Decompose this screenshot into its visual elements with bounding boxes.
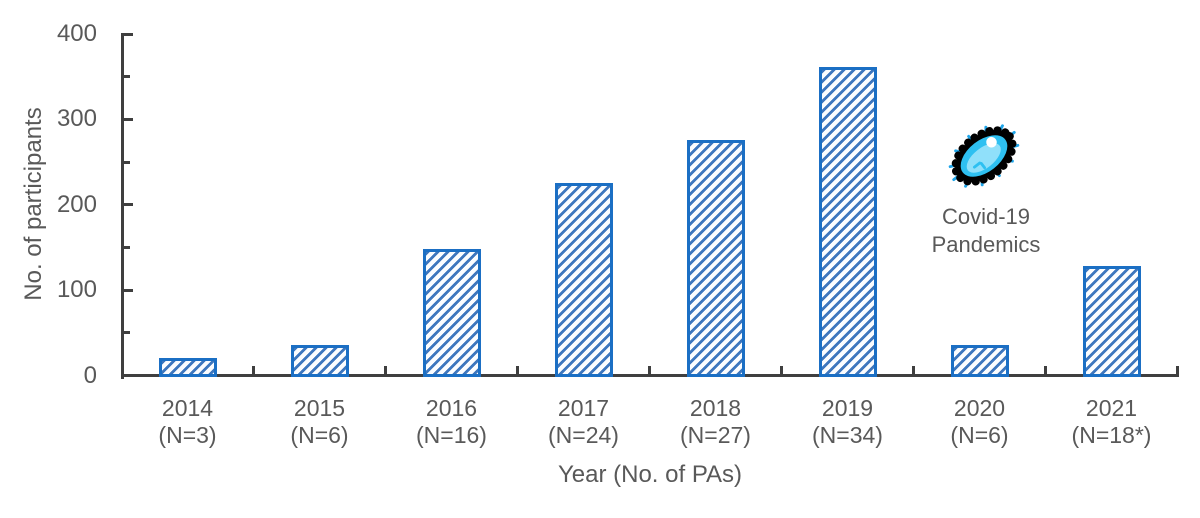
x-axis-title: Year (No. of PAs): [557, 461, 743, 488]
x-category-label-2016: 2016 (N=16): [386, 395, 518, 449]
y-minor-tick-350: [124, 75, 130, 79]
x-category-label-2021: 2021 (N=18*): [1046, 395, 1178, 449]
year-label: 2014: [161, 395, 214, 421]
n-label: (N=27): [680, 422, 751, 448]
y-major-tick-300: [124, 117, 133, 121]
x-boundary-tick-8: [1176, 366, 1179, 374]
n-label: (N=34): [812, 422, 883, 448]
covid-annotation-line2: Pandemics: [931, 232, 1041, 257]
x-boundary-tick-3: [516, 366, 519, 374]
coronavirus-germ-icon: [948, 124, 1020, 188]
year-label: 2017: [557, 395, 610, 421]
germ-highlight: [986, 136, 997, 148]
y-minor-tick-150: [124, 245, 130, 249]
x-boundary-tick-7: [1044, 366, 1047, 374]
x-boundary-tick-2: [384, 366, 387, 374]
y-major-tick-200: [124, 203, 133, 207]
bar-2017: [554, 182, 613, 377]
x-boundary-tick-4: [648, 366, 651, 374]
x-boundary-tick-5: [780, 366, 783, 374]
germ-marks: [972, 161, 987, 170]
y-axis: [121, 33, 124, 379]
y-minor-tick-250: [124, 160, 130, 164]
bar-2015: [290, 344, 349, 377]
x-category-label-2019: 2019 (N=34): [782, 395, 914, 449]
x-axis: [121, 374, 1179, 377]
y-tick-label-400: 400: [56, 20, 97, 47]
n-label: (N=16): [416, 422, 487, 448]
year-label: 2018: [689, 395, 742, 421]
covid-annotation-line1: Covid-19: [941, 204, 1031, 229]
year-label: 2015: [293, 395, 346, 421]
n-label: (N=18*): [1071, 422, 1152, 448]
bar-2016: [422, 249, 481, 377]
bar-2014: [158, 358, 217, 377]
year-label: 2016: [425, 395, 478, 421]
y-tick-label-300: 300: [56, 105, 97, 133]
n-label: (N=24): [548, 422, 619, 448]
n-label: (N=3): [158, 422, 217, 448]
bar-2018: [686, 139, 745, 377]
bar-2020: [950, 344, 1009, 377]
year-label: 2021: [1085, 395, 1138, 421]
y-minor-tick-50: [124, 331, 130, 335]
bar-2021: [1082, 266, 1141, 377]
covid-annotation-label: Covid-19 Pandemics: [932, 203, 1041, 259]
x-category-label-2017: 2017 (N=24): [518, 395, 650, 449]
n-label: (N=6): [950, 422, 1009, 448]
x-category-label-2020: 2020 (N=6): [914, 395, 1046, 449]
y-tick-label-100: 100: [56, 276, 97, 304]
x-boundary-tick-6: [912, 366, 915, 374]
year-label: 2019: [821, 395, 874, 421]
x-boundary-tick-1: [252, 366, 255, 374]
x-category-label-2015: 2015 (N=6): [254, 395, 386, 449]
y-tick-label-0: 0: [83, 361, 97, 389]
y-tick-label-200: 200: [56, 190, 97, 218]
y-major-tick-0: [124, 374, 133, 377]
y-major-tick-100: [124, 288, 133, 292]
year-label: 2020: [953, 395, 1006, 421]
y-axis-title: No. of participants: [20, 107, 47, 301]
x-category-label-2014: 2014 (N=3): [122, 395, 254, 449]
y-major-tick-400: [124, 32, 133, 36]
n-label: (N=6): [290, 422, 349, 448]
x-category-label-2018: 2018 (N=27): [650, 395, 782, 449]
bar-2019: [818, 67, 877, 377]
